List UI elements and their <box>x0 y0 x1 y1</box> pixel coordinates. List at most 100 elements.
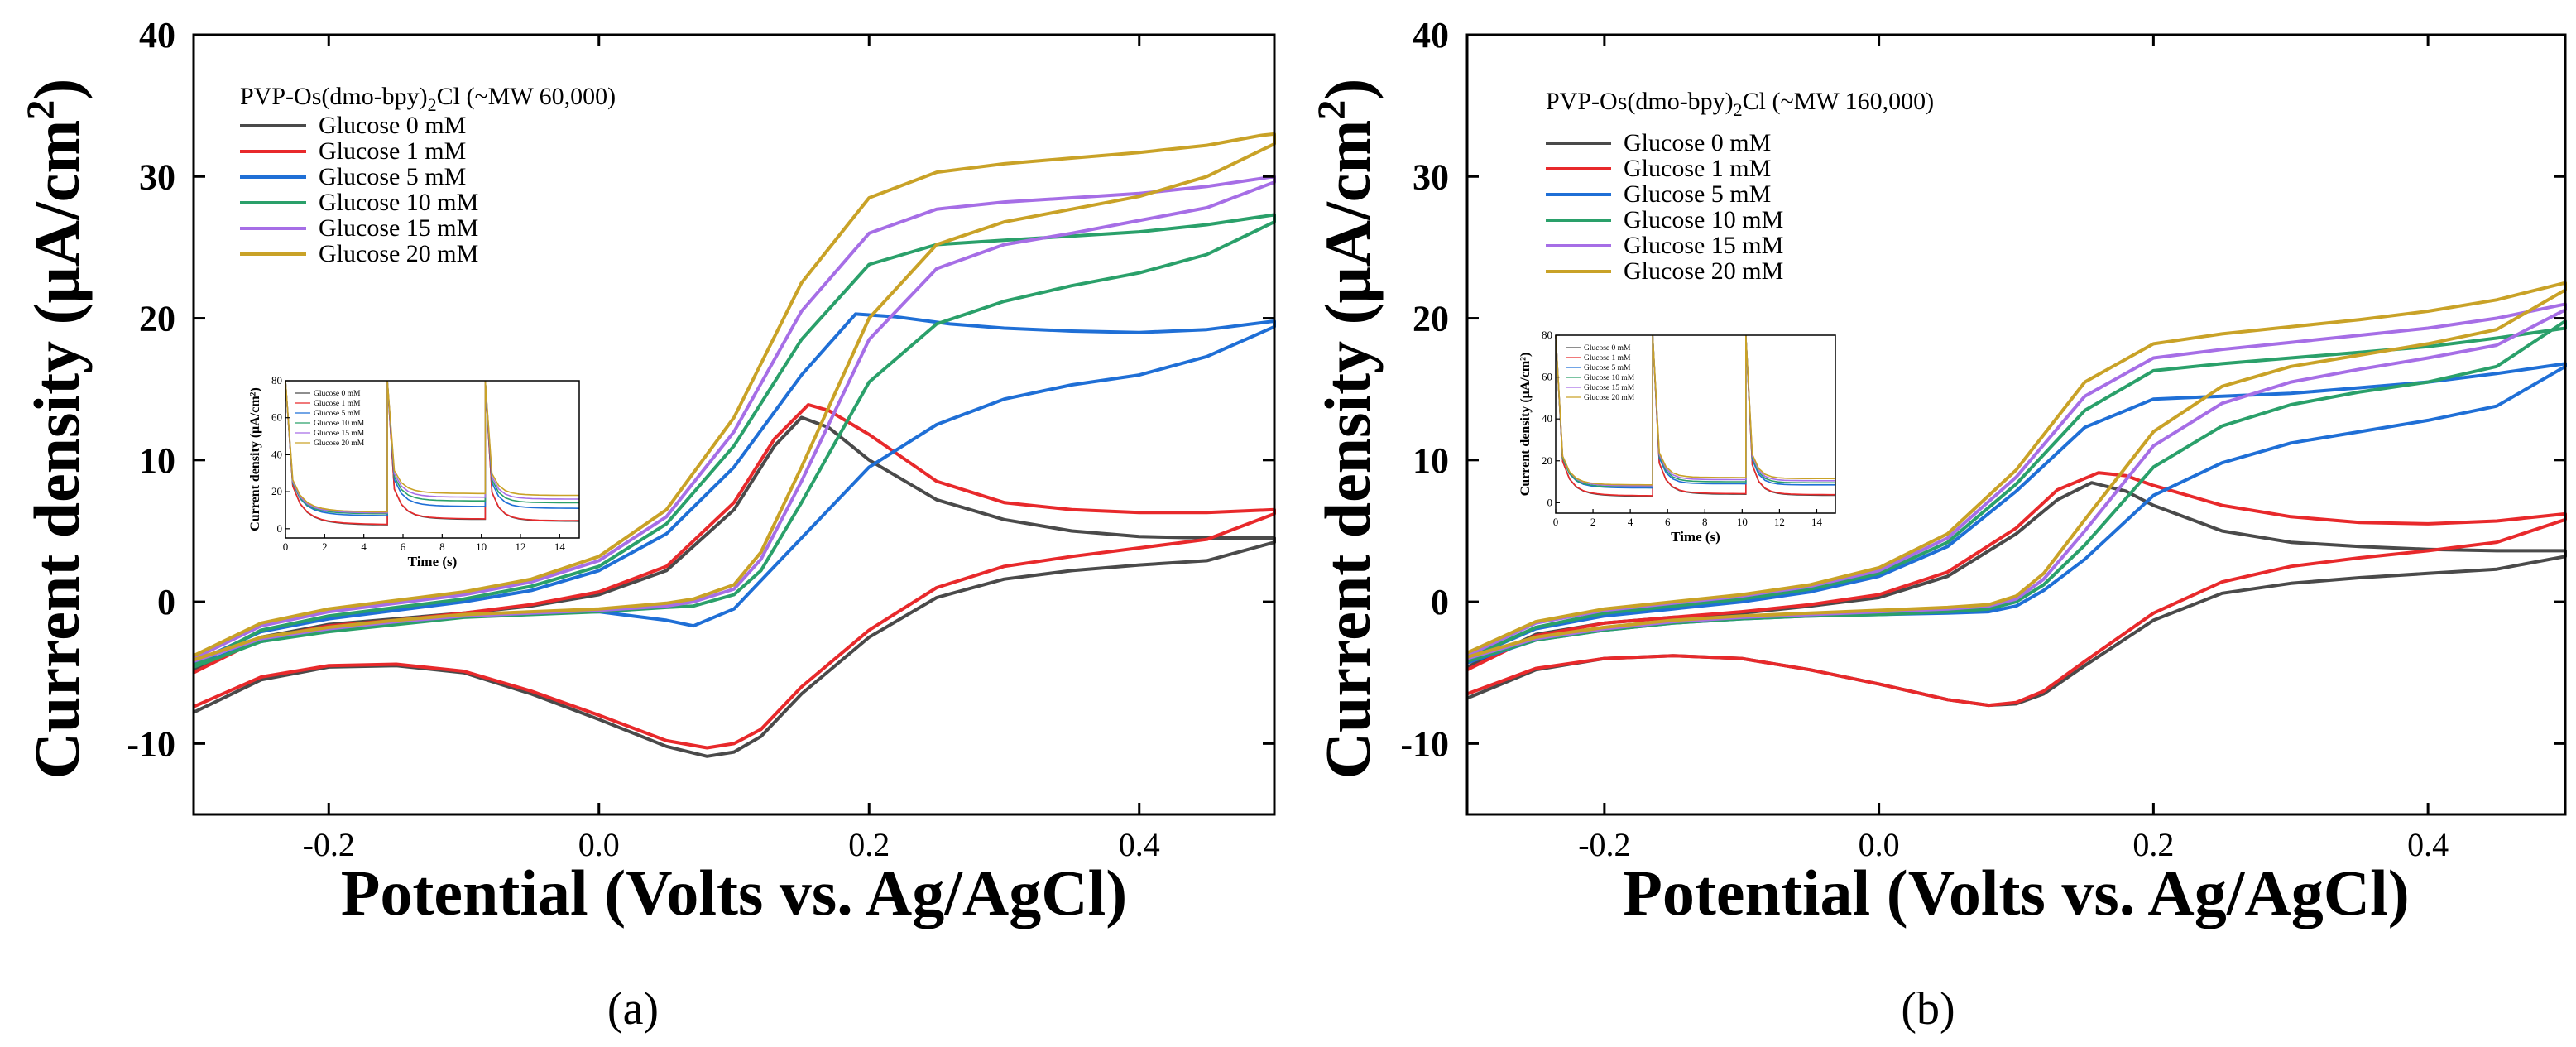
inset-x-tick-label: 8 <box>439 540 445 553</box>
inset-curve <box>1555 334 1835 497</box>
legend-entry: Glucose 0 mM <box>319 112 466 139</box>
y-tick-label: 30 <box>139 156 175 197</box>
legend-title-part: Cl (~MW 60,000) <box>437 83 616 110</box>
inset-curve <box>285 380 580 516</box>
y-tick-label: -10 <box>127 723 175 764</box>
plot-frame <box>192 33 1276 816</box>
legend-entry: Glucose 15 mM <box>319 214 478 242</box>
inset-y-tick-label: 40 <box>1542 412 1552 425</box>
inset-y-tick-label: 0 <box>1547 496 1553 508</box>
y-axis-label: Current density (μA/cm2) <box>1310 79 1384 780</box>
legend-title-part: Cl (~MW 160,000) <box>1743 88 1935 115</box>
plot-frame <box>1465 33 2567 816</box>
inset-x-tick-label: 4 <box>1628 516 1633 528</box>
inset: 0 2 4 6 8 10 12 14 0 20 40 60 80 Time (s) Current dens… <box>1518 329 1836 545</box>
inset-legend-entry: Glucose 15 mM <box>1584 384 1635 392</box>
legend-entry: Glucose 5 mM <box>1624 180 1771 208</box>
legend-title-sub: 2 <box>428 94 437 115</box>
panel-label-a: (a) <box>607 983 659 1035</box>
inset-y-tick-label: 20 <box>271 485 282 497</box>
y-axis-label: Current density (μA/cm2) <box>19 79 93 780</box>
inset-frame <box>285 380 580 539</box>
inset-legend-entry: Glucose 1 mM <box>1584 354 1631 363</box>
legend-title-sub: 2 <box>1734 99 1743 120</box>
legend-entry: Glucose 5 mM <box>319 163 466 190</box>
cv-curve-3 <box>1466 319 2567 663</box>
inset-curve <box>285 380 579 514</box>
x-axis-label: Potential (Volts vs. Ag/AgCl) <box>341 857 1127 929</box>
x-tick-label: -0.2 <box>1578 826 1630 863</box>
inset-legend-entry: Glucose 0 mM <box>1584 344 1631 353</box>
legend-entry: Glucose 0 mM <box>1624 129 1771 156</box>
inset-legend-entry: Glucose 20 mM <box>314 439 365 448</box>
x-tick-label: 0.4 <box>1119 826 1160 863</box>
y-tick-label: 40 <box>139 15 175 55</box>
legend-title: PVP-Os(dmo-bpy)2Cl (~MW 160,000) <box>1546 88 1934 120</box>
y-tick-label: 0 <box>157 582 175 622</box>
x-tick-label: 0.0 <box>1859 826 1900 863</box>
inset-legend-entry: Glucose 10 mM <box>1584 374 1635 382</box>
inset-x-tick-label: 4 <box>361 540 367 553</box>
inset-curve <box>1555 334 1835 487</box>
inset-frame <box>1555 334 1836 514</box>
inset-x-axis-label: Time (s) <box>408 554 458 569</box>
inset-x-tick-label: 6 <box>1665 516 1671 528</box>
inset-y-tick-label: 80 <box>1542 329 1552 341</box>
y-axis-label-close: ) <box>21 79 93 100</box>
inset-legend-entry: Glucose 15 mM <box>314 430 365 438</box>
legend-entry: Glucose 10 mM <box>319 189 478 216</box>
inset-legend-entry: Glucose 10 mM <box>314 420 365 428</box>
legend-entry: Glucose 10 mM <box>1624 206 1783 233</box>
inset-x-tick-label: 10 <box>476 540 487 553</box>
legend-title-part: PVP-Os(dmo-bpy) <box>1546 88 1734 115</box>
y-tick-label: 10 <box>139 440 175 481</box>
inset-y-tick-label: 60 <box>1542 371 1552 383</box>
legend-entry: Glucose 15 mM <box>1624 232 1783 259</box>
x-tick-label: 0.2 <box>848 826 890 863</box>
y-axis-label-main: Current density (μA/cm <box>21 120 93 780</box>
inset: 0 2 4 6 8 10 12 14 0 20 40 60 80 Time (s) Current dens… <box>248 374 580 569</box>
y-tick-label: 20 <box>1413 299 1449 339</box>
inset-x-tick-label: 0 <box>1553 516 1559 528</box>
inset-curve <box>1555 334 1835 488</box>
inset-y-axis-label: Current density (μA/cm²) <box>1518 353 1533 497</box>
y-axis-label-sup: 2 <box>19 100 63 120</box>
y-tick-label: 0 <box>1431 582 1449 622</box>
inset-legend-entry: Glucose 0 mM <box>314 390 361 398</box>
inset-x-tick-label: 14 <box>1811 516 1823 528</box>
legend-entry: Glucose 20 mM <box>319 240 478 267</box>
inset-y-tick-label: 40 <box>271 448 282 460</box>
legend-entry: Glucose 20 mM <box>1624 257 1783 285</box>
inset-x-tick-label: 2 <box>322 540 328 553</box>
y-axis-label-main: Current density (μA/cm <box>1312 120 1384 780</box>
inset-x-tick-label: 14 <box>554 540 566 553</box>
y-tick-label: 40 <box>1413 15 1449 55</box>
y-tick-label: 10 <box>1413 440 1449 481</box>
inset-legend-entry: Glucose 20 mM <box>1584 394 1635 402</box>
inset-legend-entry: Glucose 5 mM <box>1584 364 1631 372</box>
y-axis-label-sup: 2 <box>1310 100 1354 120</box>
legend-entry: Glucose 1 mM <box>319 137 466 165</box>
y-tick-label: -10 <box>1400 723 1449 764</box>
inset-y-axis-label: Current density (μA/cm²) <box>248 387 262 531</box>
inset-x-axis-label: Time (s) <box>1671 529 1720 545</box>
inset-y-tick-label: 0 <box>277 522 283 535</box>
cv-curve-5 <box>1466 281 2567 659</box>
inset-legend-entry: Glucose 5 mM <box>314 410 361 418</box>
inset-x-tick-label: 0 <box>283 540 289 553</box>
inset-y-tick-label: 20 <box>1542 454 1552 467</box>
x-tick-label: 0.2 <box>2132 826 2174 863</box>
inset-curve <box>285 380 579 515</box>
x-tick-label: 0.0 <box>578 826 620 863</box>
inset-curve <box>285 380 579 513</box>
inset-y-tick-label: 80 <box>271 374 282 387</box>
x-tick-label: 0.4 <box>2407 826 2449 863</box>
inset-curve <box>1555 334 1836 486</box>
y-tick-label: 30 <box>1413 156 1449 197</box>
inset-curve <box>1555 334 1835 489</box>
panel-label-b: (b) <box>1901 983 1955 1035</box>
inset-x-tick-label: 8 <box>1702 516 1708 528</box>
